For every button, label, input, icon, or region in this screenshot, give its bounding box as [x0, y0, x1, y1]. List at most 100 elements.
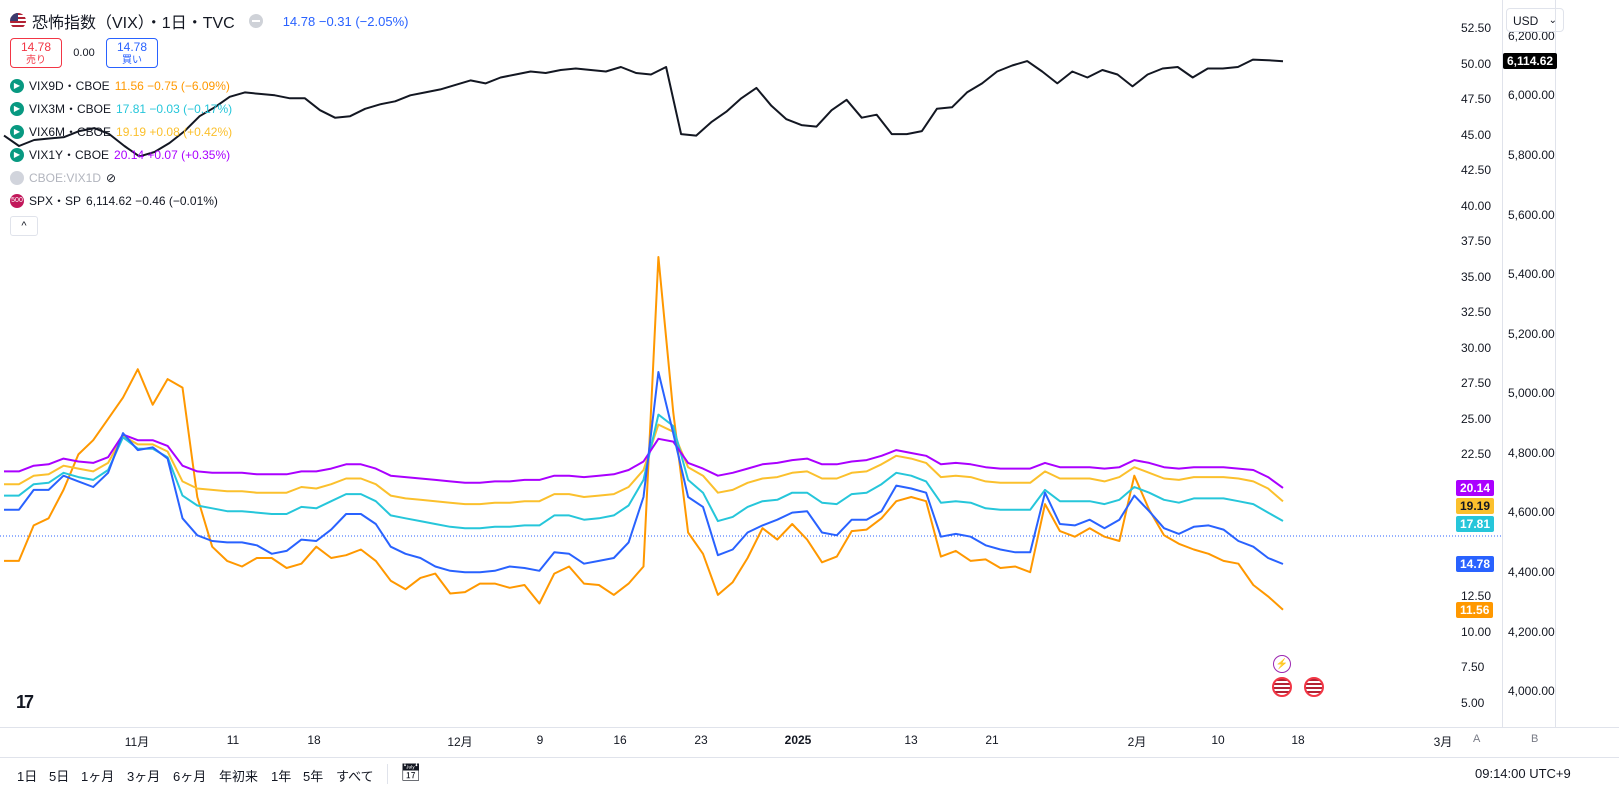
left-axis-tick: 30.00 — [1461, 340, 1492, 355]
legend-ticker: CBOE:VIX1D — [29, 170, 102, 185]
time-axis-tick: 18 — [1291, 733, 1305, 747]
buy-price: 14.78 — [116, 40, 148, 54]
time-axis-tick: 10 — [1211, 733, 1225, 747]
right-axis-tick: 6,000.00 — [1508, 88, 1555, 103]
right-axis-tick: 5,200.00 — [1508, 326, 1555, 341]
collapse-legend-button[interactable]: ^ — [10, 216, 38, 236]
legend-row-vix3m[interactable]: ▶ VIX3M・CBOE 17.81 −0.03 (−0.17%) — [10, 97, 408, 120]
range-button-6m[interactable]: 6ヶ月 — [173, 769, 207, 784]
range-button-5y[interactable]: 5年 — [303, 769, 324, 784]
left-axis-tick: 42.50 — [1461, 163, 1492, 178]
title-row: 恐怖指数（VIX）・1日・TVC 14.78 −0.31 (−2.05%) — [10, 8, 408, 34]
buy-button[interactable]: 14.78 買い — [106, 38, 158, 68]
left-axis-tick: 40.00 — [1461, 198, 1492, 213]
range-button-1d[interactable]: 1日 — [17, 769, 38, 784]
left-axis-tick: 32.50 — [1461, 305, 1492, 320]
last-value-tag-vix3m: 17.81 — [1456, 515, 1495, 532]
right-axis-tick: 5,000.00 — [1508, 386, 1555, 401]
legend-row-vix1d[interactable]: CBOE:VIX1D ⊘ — [10, 166, 408, 189]
last-value-tag-vix9d: 11.56 — [1456, 601, 1494, 618]
chart-area[interactable] — [0, 0, 1502, 728]
series-line-vix9d[interactable] — [4, 256, 1284, 611]
legend-row-vix9d[interactable]: ▶ VIX9D・CBOE 11.56 −0.75 (−6.09%) — [10, 74, 408, 97]
legend-value: 11.56 −0.75 (−6.09%) — [114, 78, 230, 93]
legend-row-spx[interactable]: 500 SPX・SP 6,114.62 −0.46 (−0.01%) — [10, 189, 408, 212]
play-icon: ▶ — [10, 124, 24, 139]
range-button-3m[interactable]: 3ヶ月 — [127, 769, 161, 784]
right-axis-tick: 4,800.00 — [1508, 445, 1555, 460]
tradingview-logo[interactable]: 17 — [16, 692, 34, 712]
series-line-spx[interactable] — [3, 58, 1284, 158]
minus-circle-icon[interactable] — [248, 14, 263, 28]
hidden-series-icon — [10, 170, 24, 185]
legend-row-vix6m[interactable]: ▶ VIX6M・CBOE 19.19 +0.08 (+0.42%) — [10, 120, 408, 143]
symbol-quote: 14.78 −0.31 (−2.05%) — [282, 13, 409, 29]
range-button-1m[interactable]: 1ヶ月 — [81, 769, 115, 784]
time-axis-tick: 2025 — [784, 733, 812, 747]
right-axis-tick: 5,600.00 — [1508, 207, 1555, 222]
time-axis-tick: 9 — [536, 733, 544, 747]
left-axis-tick: 50.00 — [1461, 56, 1492, 71]
last-value-tag-vix6m: 19.19 — [1456, 497, 1495, 514]
series-line-vix[interactable] — [4, 371, 1284, 574]
play-icon: ▶ — [10, 78, 24, 93]
sell-button[interactable]: 14.78 売り — [10, 38, 62, 68]
us-event-flag-icon[interactable] — [1272, 677, 1292, 697]
currency-select[interactable]: USD ⌄ — [1506, 8, 1564, 32]
legend-ticker: VIX6M・CBOE — [29, 125, 112, 139]
series-line-vix1y[interactable] — [4, 433, 1284, 489]
chevron-down-icon: ⌄ — [1548, 15, 1557, 26]
sell-price: 14.78 — [20, 40, 52, 54]
legend-ticker: SPX・SP — [29, 194, 82, 208]
right-axis-tick: 4,200.00 — [1508, 624, 1555, 639]
us-flag-icon — [10, 13, 26, 29]
series-line-vix3m[interactable] — [4, 413, 1284, 530]
time-axis-tick: 11 — [226, 733, 240, 747]
y-axis-left-border — [1502, 0, 1503, 728]
time-axis-tick: 2月 — [1127, 735, 1147, 749]
time-axis-tick: 13 — [904, 733, 918, 747]
right-axis-tick: 5,800.00 — [1508, 147, 1555, 162]
right-axis-tick: 4,000.00 — [1508, 684, 1555, 699]
legend-value: 20.14 +0.07 (+0.35%) — [114, 147, 231, 162]
y-axis-right-border — [1555, 0, 1556, 728]
series-line-vix6m[interactable] — [4, 423, 1284, 506]
right-axis-tick: 5,400.00 — [1508, 267, 1555, 282]
buy-label: 買い — [122, 55, 142, 66]
right-axis-tick: 6,200.00 — [1508, 28, 1555, 43]
time-readout[interactable]: 09:14:00 UTC+9 — [1475, 766, 1571, 781]
us-event-flag-icon[interactable] — [1304, 677, 1324, 697]
left-axis-tick: 5.00 — [1461, 695, 1485, 710]
legend-value: 19.19 +0.08 (+0.42%) — [116, 124, 233, 139]
eye-off-icon[interactable]: ⊘ — [106, 170, 117, 185]
time-axis-tick: 21 — [985, 733, 999, 747]
axis-b-button[interactable]: B — [1531, 733, 1539, 745]
calendar-icon[interactable]: 📅︎ — [400, 763, 422, 782]
axis-auto-button[interactable]: A — [1473, 733, 1481, 745]
legend-row-vix1y[interactable]: ▶ VIX1Y・CBOE 20.14 +0.07 (+0.35%) — [10, 143, 408, 166]
x-axis-border — [0, 727, 1619, 728]
divider — [387, 764, 388, 784]
left-axis-tick: 25.00 — [1461, 411, 1492, 426]
sell-label: 売り — [26, 55, 46, 66]
lightning-event-icon[interactable]: ⚡ — [1273, 655, 1291, 673]
play-icon: ▶ — [10, 101, 24, 116]
range-button-1y[interactable]: 1年 — [271, 769, 292, 784]
time-axis-tick: 23 — [694, 733, 708, 747]
left-axis-tick: 37.50 — [1461, 234, 1492, 249]
legend-ticker: VIX9D・CBOE — [29, 79, 110, 93]
series-legend: ▶ VIX9D・CBOE 11.56 −0.75 (−6.09%) ▶ VIX3… — [10, 74, 408, 212]
bottom-toolbar: 1日 5日 1ヶ月 3ヶ月 6ヶ月 年初来 1年 5年 すべて 📅︎ 09:14… — [0, 758, 1619, 789]
left-axis-tick: 27.50 — [1461, 376, 1492, 391]
range-button-all[interactable]: すべて — [336, 769, 374, 784]
symbol-title[interactable]: 恐怖指数（VIX）・1日・TVC — [32, 15, 235, 32]
range-button-ytd[interactable]: 年初来 — [219, 769, 259, 784]
left-axis-tick: 10.00 — [1461, 624, 1492, 639]
last-value-tag-spx: 6,114.62 — [1503, 53, 1558, 70]
left-axis-tick: 7.50 — [1461, 660, 1485, 675]
legend: 恐怖指数（VIX）・1日・TVC 14.78 −0.31 (−2.05%) 14… — [10, 8, 408, 236]
time-axis-tick: 12月 — [447, 735, 473, 749]
range-button-5d[interactable]: 5日 — [49, 769, 70, 784]
right-axis-tick: 4,400.00 — [1508, 565, 1555, 580]
last-value-tag-vix: 14.78 — [1456, 555, 1495, 572]
